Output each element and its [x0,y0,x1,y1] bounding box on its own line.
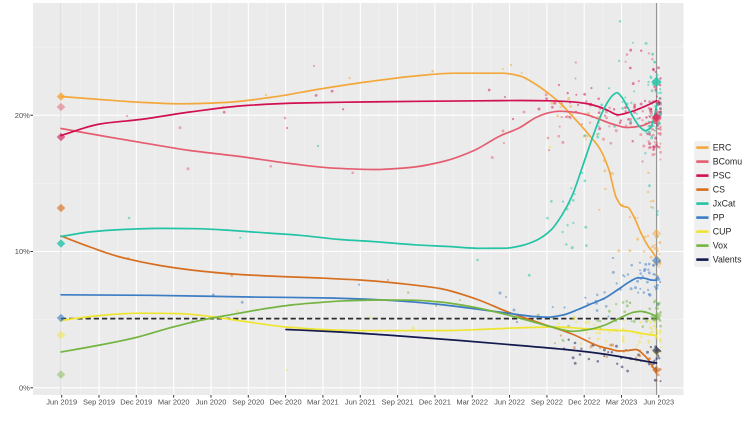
svg-text:Dec 2021: Dec 2021 [419,398,451,407]
svg-text:Mar 2023: Mar 2023 [606,398,638,407]
svg-text:Mar 2022: Mar 2022 [456,398,488,407]
svg-text:PSC: PSC [713,171,732,181]
svg-text:ERC: ERC [713,143,732,153]
svg-text:0%: 0% [19,384,30,393]
svg-text:Jun 2020: Jun 2020 [196,398,227,407]
svg-text:PP: PP [713,213,725,223]
svg-text:Sep 2022: Sep 2022 [531,398,563,407]
svg-text:Dec 2022: Dec 2022 [568,398,600,407]
svg-text:Dec 2019: Dec 2019 [120,398,152,407]
svg-text:Sep 2021: Sep 2021 [382,398,414,407]
svg-text:Jun 2022: Jun 2022 [494,398,525,407]
svg-text:Sep 2020: Sep 2020 [232,398,264,407]
svg-text:CS: CS [713,185,725,195]
svg-text:20%: 20% [15,111,30,120]
svg-text:Jun 2021: Jun 2021 [345,398,376,407]
svg-text:CUP: CUP [713,227,732,237]
svg-text:BComu: BComu [713,157,742,167]
svg-text:Jun 2019: Jun 2019 [46,398,77,407]
svg-text:Mar 2020: Mar 2020 [158,398,190,407]
svg-text:Sep 2019: Sep 2019 [83,398,115,407]
svg-text:10%: 10% [15,247,30,256]
svg-text:Dec 2020: Dec 2020 [270,398,302,407]
svg-text:Vox: Vox [713,241,728,251]
svg-text:Valents: Valents [713,255,742,265]
svg-text:JxCat: JxCat [713,199,736,209]
svg-text:Mar 2021: Mar 2021 [307,398,339,407]
svg-text:Jun 2023: Jun 2023 [643,398,674,407]
